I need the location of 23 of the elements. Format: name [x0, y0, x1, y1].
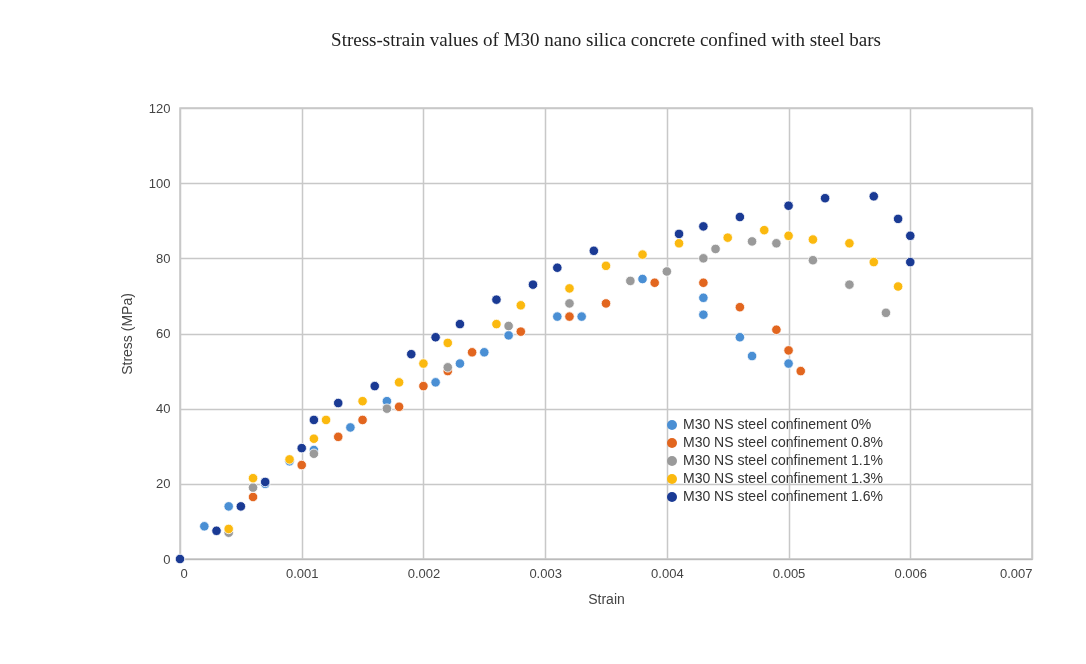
legend-label: M30 NS steel confinement 1.3% — [683, 470, 883, 486]
y-tick-label: 120 — [148, 100, 171, 116]
x-tick-label: 0 — [180, 565, 188, 581]
y-tick-label: 60 — [156, 326, 171, 341]
y-axis-title: Stress (MPa) — [118, 293, 135, 375]
x-tick-label: 0.004 — [651, 565, 684, 581]
x-tick-label: 0.007 — [999, 565, 1033, 581]
y-tick-label: 0 — [163, 551, 171, 567]
x-tick-label: 0.006 — [894, 565, 928, 581]
legend-label: M30 NS steel confinement 0% — [683, 416, 872, 432]
y-tick-label: 40 — [156, 401, 171, 417]
x-axis-title: Strain — [588, 590, 625, 607]
y-tick-label: 100 — [148, 175, 171, 191]
legend-label: M30 NS steel confinement 0.8% — [683, 434, 883, 450]
chart-title: Stress-strain values of M30 nano silica concrete confined with steel bars — [331, 29, 881, 50]
legend-label: M30 NS steel confinement 1.1% — [683, 452, 883, 468]
y-tick-label: 20 — [156, 476, 171, 492]
x-tick-label: 0.001 — [285, 565, 319, 581]
x-tick-label: 0.003 — [529, 565, 562, 581]
x-tick-label: 0.005 — [772, 565, 806, 581]
x-tick-label: 0.002 — [407, 565, 441, 581]
legend-label: M30 NS steel confinement 1.6% — [683, 488, 883, 504]
y-tick-label: 80 — [156, 250, 171, 266]
